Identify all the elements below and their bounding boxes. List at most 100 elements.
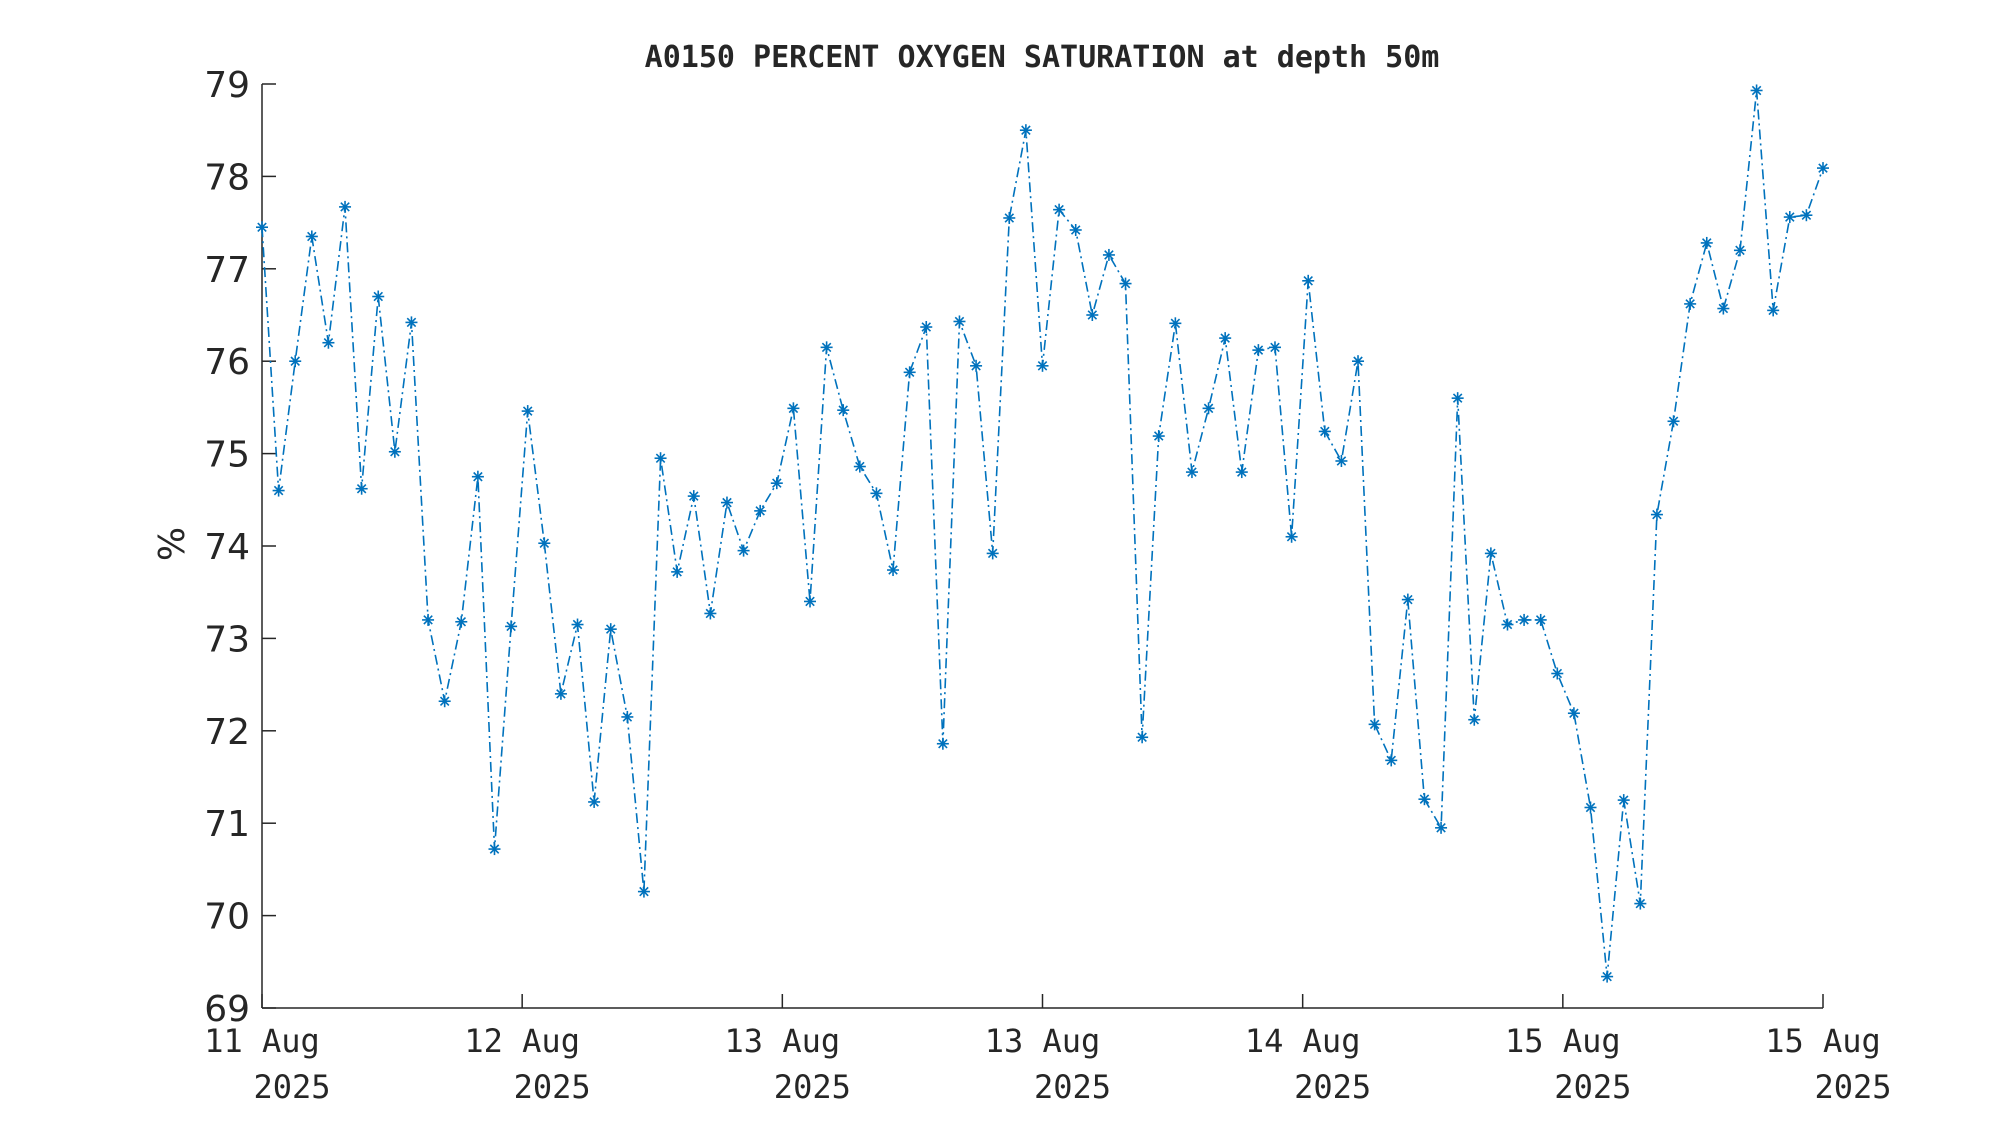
x-tick-label-year: 2025 [1814,1068,1891,1106]
data-point-marker [1484,547,1497,560]
data-point-marker [1252,344,1265,357]
data-point-marker [1733,244,1746,257]
data-point-marker [970,359,983,372]
data-point-marker [505,620,518,633]
y-tick-label: 69 [204,989,250,1030]
data-point-marker [1385,754,1398,767]
data-point-marker [1202,402,1215,415]
data-point-marker [1235,466,1248,479]
data-point-marker [1219,332,1232,345]
data-point-marker [588,795,601,808]
x-tick-label-year: 2025 [1554,1068,1631,1106]
data-point-marker [1468,713,1481,726]
y-axis-label: % [152,527,193,561]
data-point-marker [1152,430,1165,443]
data-point-marker [720,496,733,509]
data-point-marker [986,547,999,560]
data-point-marker [1019,124,1032,137]
data-point-marker [322,336,335,349]
data-point-marker [936,737,949,750]
data-point-marker [1800,209,1813,222]
data-point-marker [1584,801,1597,814]
data-point-marker [1817,162,1829,175]
data-point-marker [887,564,900,577]
data-point-marker [637,885,650,898]
data-point-marker [837,404,850,417]
data-point-marker [804,595,817,608]
data-point-marker [1335,454,1348,467]
data-point-marker [953,315,966,328]
data-point-marker [704,607,717,620]
data-point-marker [1700,236,1713,249]
x-tick-label-year: 2025 [1294,1068,1371,1106]
data-point-marker [1368,718,1381,731]
data-point-marker [571,618,584,631]
data-point-marker [305,230,318,243]
data-point-marker [870,487,883,500]
data-point-marker [1136,731,1149,744]
data-point-marker [737,544,750,557]
data-point-marker [438,695,451,708]
data-point-marker [1717,302,1730,315]
data-point-marker [754,504,767,517]
data-point-marker [1684,297,1697,310]
data-point-marker [1069,223,1082,236]
data-point-marker [1650,508,1663,521]
y-tick-label: 76 [204,342,250,383]
y-tick-label: 70 [204,897,250,938]
data-point-marker [538,537,551,550]
data-point-marker [1634,897,1647,910]
y-tick-label: 75 [204,435,250,476]
data-point-marker [1285,530,1298,543]
data-point-marker [1451,392,1464,405]
data-series [256,84,1829,983]
data-point-marker [521,405,534,418]
x-tick-label-date: 13 Aug [725,1022,841,1060]
y-tick-label: 78 [204,157,250,198]
y-tick-label: 79 [204,65,250,106]
data-point-marker [1318,425,1331,438]
x-tick-label-date: 14 Aug [1245,1022,1361,1060]
data-point-marker [1053,203,1066,216]
x-tick-label-year: 2025 [774,1068,851,1106]
data-point-marker [1551,667,1564,680]
data-point-marker [654,452,667,465]
data-point-marker [388,445,401,458]
data-point-marker [1119,277,1132,290]
x-tick-label-date: 12 Aug [464,1022,580,1060]
data-point-marker [1418,793,1431,806]
y-axis-ticks: 69 70 71 72 73 74 75 76 77 78 79 [204,65,276,1030]
data-point-marker [471,470,484,483]
data-point-marker [604,623,617,636]
data-point-marker [1169,317,1182,330]
x-tick-label-date: 13 Aug [985,1022,1101,1060]
data-point-marker [422,613,435,626]
data-point-marker [920,321,933,334]
x-axis-ticks: 11 Aug 2025 12 Aug 2025 13 Aug 2025 13 Aug 2025… [204,994,1892,1106]
data-point-marker [621,710,634,723]
data-point-marker [355,482,368,495]
data-point-marker [1617,794,1630,807]
data-point-marker [903,366,916,379]
data-point-marker [687,490,700,503]
data-point-marker [1750,84,1763,97]
data-point-marker [1302,274,1315,287]
data-point-marker [1534,613,1547,626]
data-point-marker [1567,707,1580,720]
y-tick-label: 77 [204,250,250,291]
y-tick-label: 73 [204,619,250,660]
x-tick-label-date: 15 Aug [1505,1022,1621,1060]
data-point-marker [671,565,684,578]
data-point-marker [272,484,285,497]
data-point-marker [1086,309,1099,321]
axes [261,84,1823,1009]
data-point-marker [1003,211,1016,224]
data-point-marker [455,615,468,628]
x-tick-label-year: 2025 [253,1068,330,1106]
x-tick-label-date: 11 Aug [204,1022,320,1060]
data-point-marker [1185,466,1198,479]
x-tick-label-year: 2025 [514,1068,591,1106]
data-point-marker [1667,415,1680,428]
